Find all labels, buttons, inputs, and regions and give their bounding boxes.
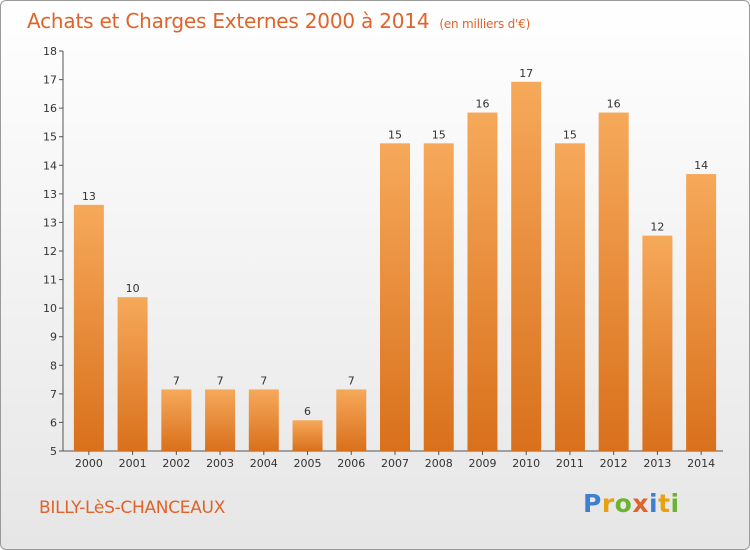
bar-2005 xyxy=(292,420,323,451)
x-tick-label-2011: 2011 xyxy=(556,457,584,470)
value-label-2006: 7 xyxy=(348,374,355,387)
value-label-2003: 7 xyxy=(217,374,224,387)
value-label-2013: 12 xyxy=(650,221,664,234)
x-tick-label-2010: 2010 xyxy=(512,457,540,470)
y-tick-label: 10 xyxy=(43,302,57,315)
bar-2003 xyxy=(205,389,236,451)
value-label-2000: 13 xyxy=(82,190,96,203)
y-tick-label: 5 xyxy=(50,445,57,458)
bar-2004 xyxy=(248,389,279,451)
x-tick-label-2001: 2001 xyxy=(119,457,147,470)
x-tick-label-2009: 2009 xyxy=(468,457,496,470)
chart-title-text: Achats et Charges Externes 2000 à 2014 xyxy=(27,9,430,33)
bar-2000 xyxy=(73,204,104,451)
bar-2006 xyxy=(336,389,367,451)
x-tick-label-2004: 2004 xyxy=(250,457,278,470)
value-label-2011: 15 xyxy=(563,128,577,141)
y-tick-label: 13 xyxy=(43,188,57,201)
x-tick-label-2012: 2012 xyxy=(600,457,628,470)
chart-title: Achats et Charges Externes 2000 à 2014 (e… xyxy=(27,9,530,33)
x-tick-label-2000: 2000 xyxy=(75,457,103,470)
y-tick-label: 13 xyxy=(43,216,57,229)
bar-2002 xyxy=(161,389,192,451)
x-tick-label-2006: 2006 xyxy=(337,457,365,470)
value-label-2007: 15 xyxy=(388,128,402,141)
commune-name: BILLY-LèS-CHANCEAUX xyxy=(39,498,226,518)
bar-2007 xyxy=(380,143,410,452)
y-tick-label: 14 xyxy=(43,159,57,172)
y-tick-label: 11 xyxy=(43,274,57,287)
y-tick-label: 9 xyxy=(50,331,57,344)
x-tick-label-2007: 2007 xyxy=(381,457,409,470)
bar-2008 xyxy=(423,143,454,452)
bar-2010 xyxy=(511,81,542,452)
value-label-2008: 15 xyxy=(432,128,446,141)
value-label-2009: 16 xyxy=(475,98,489,111)
value-label-2002: 7 xyxy=(173,374,180,387)
y-tick-label: 7 xyxy=(50,388,57,401)
value-label-2010: 17 xyxy=(519,67,533,80)
value-label-2001: 10 xyxy=(126,282,140,295)
value-label-2005: 6 xyxy=(304,405,311,418)
value-label-2014: 14 xyxy=(694,159,708,172)
chart-unit: (en milliers d'€) xyxy=(439,17,531,31)
x-tick-label-2003: 2003 xyxy=(206,457,234,470)
bar-2001 xyxy=(117,297,148,451)
x-tick-label-2008: 2008 xyxy=(425,457,453,470)
y-tick-label: 18 xyxy=(43,45,57,58)
bar-2011 xyxy=(554,143,585,452)
value-label-2004: 7 xyxy=(260,374,267,387)
bar-2013 xyxy=(642,235,673,451)
y-tick-label: 17 xyxy=(43,74,57,87)
x-tick-label-2013: 2013 xyxy=(643,457,671,470)
bar-2009 xyxy=(467,112,498,452)
value-label-2012: 16 xyxy=(607,98,621,111)
x-tick-label-2014: 2014 xyxy=(687,457,715,470)
x-tick-label-2005: 2005 xyxy=(294,457,322,470)
bar-2014 xyxy=(686,174,717,452)
bar-2012 xyxy=(598,112,629,452)
y-tick-label: 12 xyxy=(43,245,57,258)
x-tick-label-2002: 2002 xyxy=(162,457,190,470)
proxiti-logo: Proxiti xyxy=(583,489,680,518)
y-tick-label: 8 xyxy=(50,359,57,372)
y-tick-label: 6 xyxy=(50,416,57,429)
y-tick-label: 16 xyxy=(43,102,57,115)
y-tick-label: 15 xyxy=(43,131,57,144)
